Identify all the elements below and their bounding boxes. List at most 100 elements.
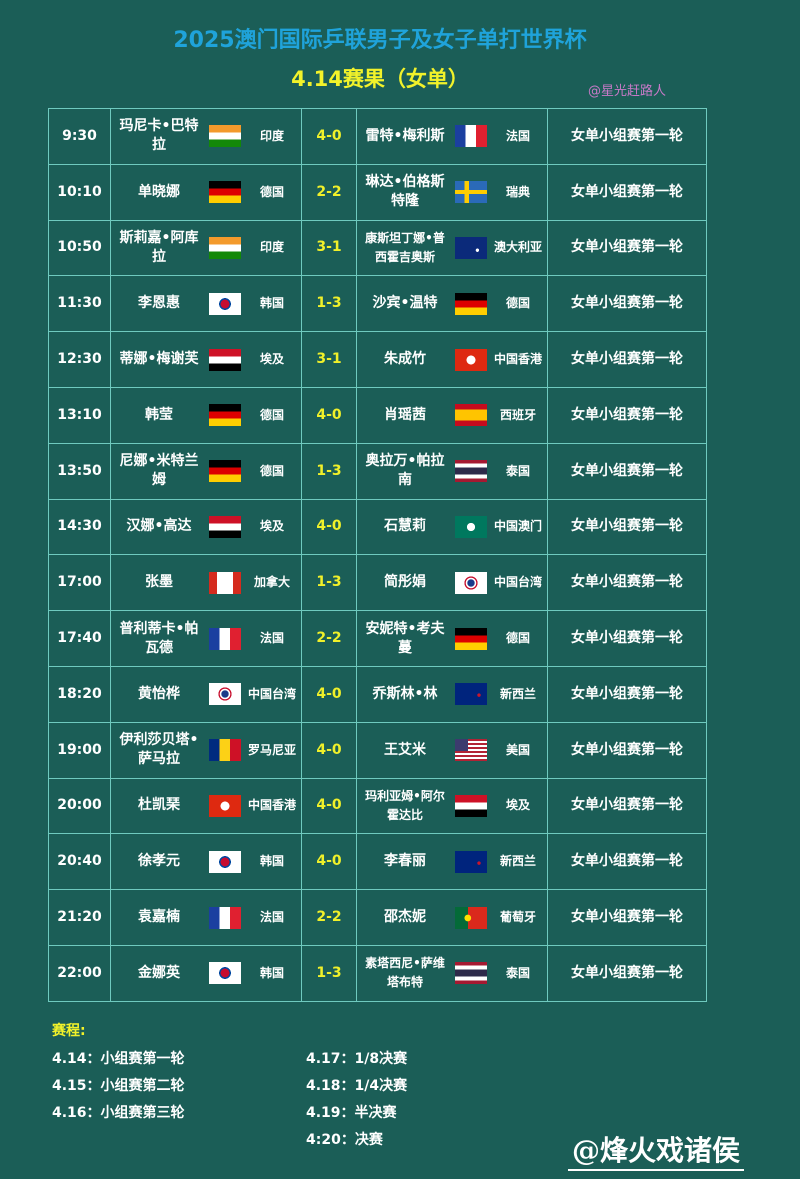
country: 新西兰	[499, 686, 536, 701]
match-round: 女单小组赛第一轮	[547, 386, 707, 444]
nz-flag-icon	[455, 683, 487, 706]
player-cell: 安妮特•考夫蔓 德国	[356, 610, 548, 667]
match-score: 1-3	[301, 554, 357, 612]
match-time: 11:30	[48, 275, 111, 333]
country: 罗马尼亚	[247, 742, 296, 757]
player-cell: 李恩惠 韩国	[110, 275, 302, 333]
country: 澳大利亚	[493, 240, 542, 255]
match-round: 女单小组赛第一轮	[547, 777, 707, 835]
match-score: 4-0	[301, 108, 357, 165]
player-name: 乔斯林•林	[372, 685, 438, 702]
france-flag-icon	[209, 906, 241, 929]
country: 法国	[259, 910, 284, 925]
match-row: 13:10 韩莹 德国 4-0 肖瑶茜 西班牙 女单小组赛第一轮	[48, 386, 707, 444]
country: 埃及	[259, 352, 284, 367]
player-name: 普利蒂卡•帕瓦德	[119, 620, 199, 656]
korea-flag-icon	[209, 292, 241, 315]
match-row: 12:30 蒂娜•梅谢芙 埃及 3-1 朱成竹 中国香港 女单小组赛第一轮	[48, 331, 707, 388]
country: 韩国	[259, 296, 284, 311]
player-cell: 玛尼卡•巴特拉 印度	[110, 108, 302, 165]
match-round: 女单小组赛第一轮	[547, 721, 707, 779]
player-cell: 尼娜•米特兰姆 德国	[110, 442, 302, 500]
player-cell: 伊利莎贝塔•萨马拉 罗马尼亚	[110, 721, 302, 779]
match-round: 女单小组赛第一轮	[547, 554, 707, 612]
player-cell: 黄怡桦 中国台湾	[110, 665, 302, 723]
schedule-item: 4.16：小组赛第三轮	[52, 1105, 185, 1121]
author-handle: @星光赶路人	[588, 84, 667, 99]
match-time: 19:00	[48, 721, 111, 779]
match-time: 21:20	[48, 889, 111, 946]
page-subtitle: 4.14赛果（女单）	[291, 67, 469, 91]
country: 中国香港	[493, 352, 542, 367]
match-round: 女单小组赛第一轮	[547, 498, 707, 556]
country: 新西兰	[499, 854, 536, 869]
schedule-item: 4.15：小组赛第二轮	[52, 1078, 185, 1094]
match-time: 20:40	[48, 833, 111, 891]
match-time: 9:30	[48, 108, 111, 165]
hongkong-flag-icon	[455, 348, 487, 371]
player-name: 斯莉嘉•阿库拉	[119, 229, 199, 265]
player-cell: 乔斯林•林 新西兰	[356, 665, 548, 723]
match-round: 女单小组赛第一轮	[547, 833, 707, 891]
player-name: 单晓娜	[138, 183, 180, 200]
germany-flag-icon	[455, 627, 487, 650]
player-cell: 琳达•伯格斯特隆 瑞典	[356, 163, 548, 221]
schedule-item: 4.17：1/8决赛	[306, 1051, 408, 1067]
country: 印度	[259, 240, 284, 255]
germany-flag-icon	[209, 460, 241, 483]
country: 德国	[259, 463, 284, 478]
player-cell: 沙宾•温特 德国	[356, 275, 548, 333]
match-time: 13:50	[48, 442, 111, 500]
spain-flag-icon	[455, 404, 487, 427]
match-round: 女单小组赛第一轮	[547, 610, 707, 667]
player-cell: 韩莹 德国	[110, 386, 302, 444]
player-cell: 康斯坦丁娜•普西霍吉奥斯 澳大利亚	[356, 219, 548, 277]
player-name: 汉娜•高达	[126, 518, 192, 535]
tpe-flag-icon	[455, 571, 487, 594]
player-cell: 王艾米 美国	[356, 721, 548, 779]
match-row: 19:00 伊利莎贝塔•萨马拉 罗马尼亚 4-0 王艾米 美国 女单小组赛第一轮	[48, 721, 707, 779]
match-round: 女单小组赛第一轮	[547, 442, 707, 500]
match-round: 女单小组赛第一轮	[547, 163, 707, 221]
player-name: 黄怡桦	[138, 685, 180, 702]
country: 中国香港	[247, 798, 296, 813]
player-name: 安妮特•考夫蔓	[365, 620, 445, 656]
player-cell: 蒂娜•梅谢芙 埃及	[110, 331, 302, 388]
player-name: 李恩惠	[138, 295, 180, 312]
thailand-flag-icon	[455, 460, 487, 483]
match-row: 10:10 单晓娜 德国 2-2 琳达•伯格斯特隆 瑞典 女单小组赛第一轮	[48, 163, 707, 221]
match-score: 2-2	[301, 889, 357, 946]
player-cell: 袁嘉楠 法国	[110, 889, 302, 946]
country: 印度	[259, 128, 284, 143]
sweden-flag-icon	[455, 181, 487, 204]
player-cell: 邵杰妮 葡萄牙	[356, 889, 548, 946]
france-flag-icon	[209, 627, 241, 650]
india-flag-icon	[209, 236, 241, 259]
country: 泰国	[505, 463, 530, 478]
country: 加拿大	[253, 575, 290, 590]
match-time: 12:30	[48, 331, 111, 388]
match-row: 14:30 汉娜•高达 埃及 4-0 石慧莉 中国澳门 女单小组赛第一轮	[48, 498, 707, 556]
country: 埃及	[259, 519, 284, 534]
match-row: 10:50 斯莉嘉•阿库拉 印度 3-1 康斯坦丁娜•普西霍吉奥斯 澳大利亚 女单小组赛第一…	[48, 219, 707, 277]
player-name: 袁嘉楠	[138, 909, 180, 926]
match-score: 4-0	[301, 833, 357, 891]
player-cell: 朱成竹 中国香港	[356, 331, 548, 388]
player-cell: 张墨 加拿大	[110, 554, 302, 612]
schedule-item: 4.19：半决赛	[306, 1105, 397, 1121]
match-time: 13:10	[48, 386, 111, 444]
match-score: 4-0	[301, 721, 357, 779]
country: 德国	[505, 631, 530, 646]
schedule: 赛程: 4.14：小组赛第一轮 4.15：小组赛第二轮 4.16：小组赛第三轮 4.…	[52, 1020, 407, 1148]
player-name: 金娜英	[138, 964, 180, 981]
player-name: 雷特•梅利斯	[365, 127, 445, 144]
player-cell: 雷特•梅利斯 法国	[356, 108, 548, 165]
player-name: 素塔西尼•萨维塔布特	[365, 956, 445, 990]
match-round: 女单小组赛第一轮	[547, 331, 707, 388]
player-cell: 金娜英 韩国	[110, 944, 302, 1002]
egypt-flag-icon	[209, 348, 241, 371]
country: 法国	[259, 631, 284, 646]
country: 德国	[259, 407, 284, 422]
player-name: 伊利莎贝塔•萨马拉	[119, 732, 199, 768]
usa-flag-icon	[455, 739, 487, 762]
